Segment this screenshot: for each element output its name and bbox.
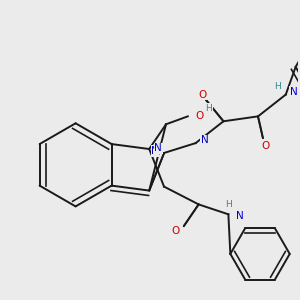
Text: H: H: [206, 104, 212, 113]
Text: N: N: [154, 143, 162, 153]
Text: O: O: [172, 226, 180, 236]
Text: O: O: [199, 90, 207, 100]
Text: N: N: [290, 87, 298, 97]
Text: O: O: [196, 111, 204, 122]
Text: N: N: [236, 211, 244, 221]
Text: H: H: [225, 200, 232, 209]
Text: N: N: [201, 135, 208, 145]
Text: O: O: [262, 141, 270, 151]
Text: H: H: [274, 82, 281, 91]
Text: N: N: [151, 146, 159, 156]
